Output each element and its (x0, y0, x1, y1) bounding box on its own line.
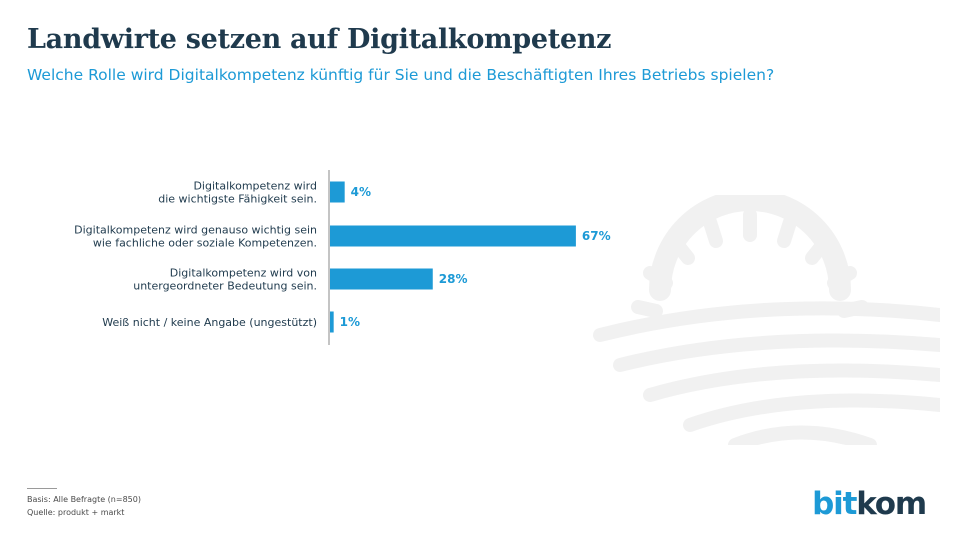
footnote-basis: Basis: Alle Befragte (n=850) (27, 495, 141, 504)
bar-3 (330, 311, 334, 333)
category-label-0-line-1: die wichtigste Fähigkeit sein. (158, 193, 317, 206)
value-label-1: 67% (582, 229, 611, 243)
category-label-2-line-0: Digitalkompetenz wird von (170, 267, 317, 280)
bitkom-logo: bitkom (812, 486, 927, 522)
value-label-0: 4% (351, 185, 371, 199)
category-label-3-line-0: Weiß nicht / keine Angabe (ungestützt) (102, 316, 317, 329)
value-label-2: 28% (439, 272, 468, 286)
logo-part-bit: bit (812, 486, 857, 522)
footnote-source: Quelle: produkt + markt (27, 508, 125, 517)
bar-2 (330, 268, 433, 290)
bar-1 (330, 225, 576, 247)
value-label-3: 1% (340, 315, 360, 329)
category-label-1-line-0: Digitalkompetenz wird genauso wichtig se… (74, 224, 317, 237)
logo-part-kom: kom (856, 486, 927, 522)
footnote-divider (27, 488, 57, 489)
sun-over-field-icon (593, 195, 940, 445)
bar-0 (330, 181, 345, 203)
category-label-2-line-1: untergeordneter Bedeutung sein. (133, 280, 317, 293)
footnotes: Basis: Alle Befragte (n=850) Quelle: pro… (27, 488, 141, 519)
category-label-0-line-0: Digitalkompetenz wird (193, 180, 317, 193)
page-title: Landwirte setzen auf Digitalkompetenz (27, 24, 612, 55)
category-label-1-line-1: wie fachliche oder soziale Kompetenzen. (93, 237, 317, 250)
page-subtitle: Welche Rolle wird Digitalkompetenz künft… (27, 66, 775, 84)
